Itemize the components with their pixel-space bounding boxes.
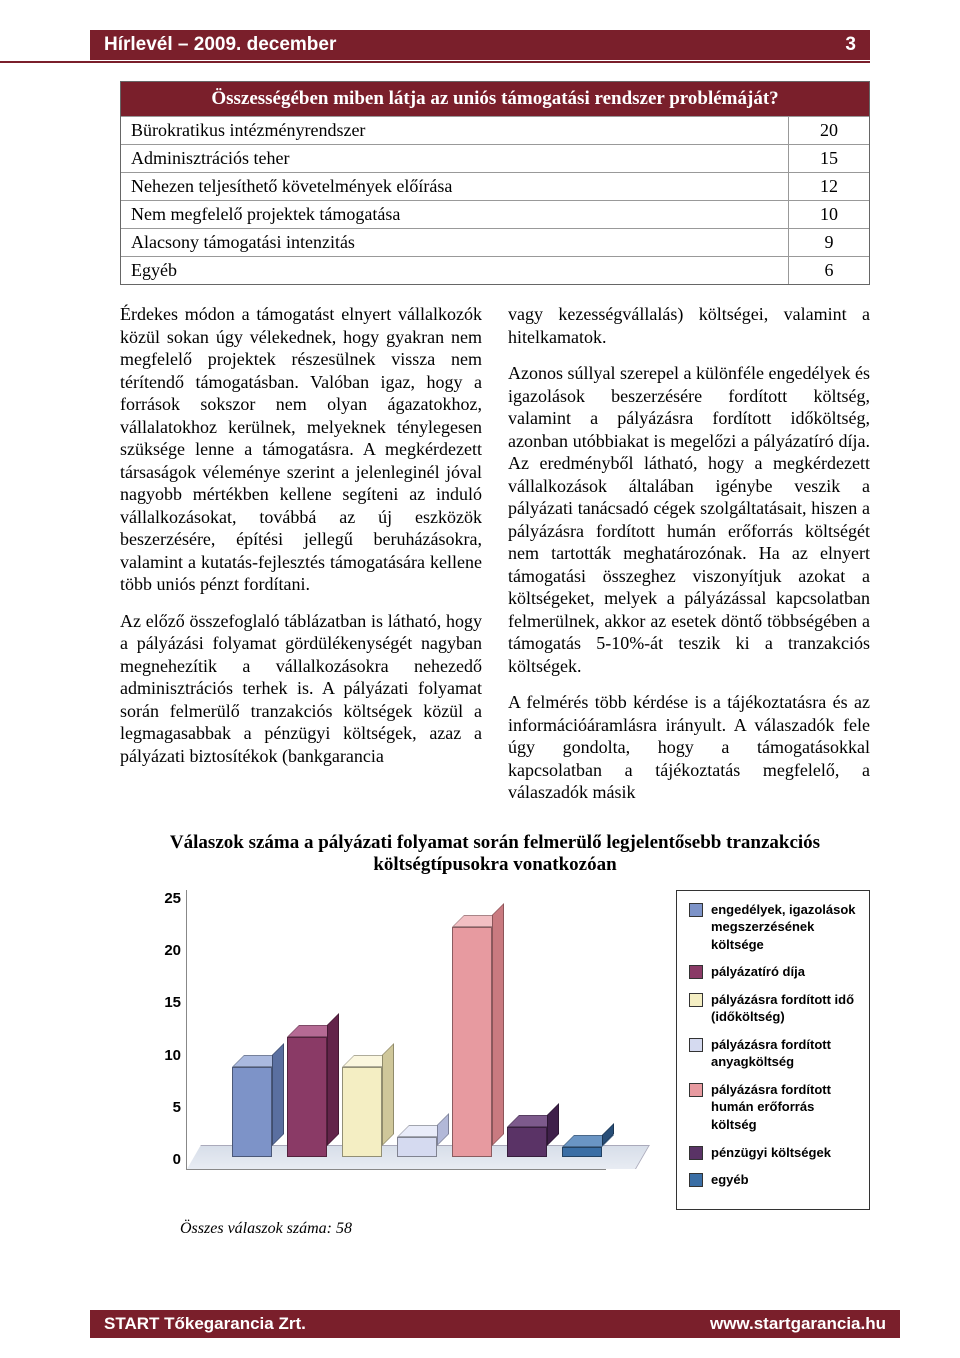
- table-cell-label: Alacsony támogatási intenzitás: [121, 229, 789, 256]
- y-axis: 25 20 15 10 5 0: [147, 890, 181, 1169]
- legend-label: pályázatíró díja: [711, 963, 805, 981]
- body-columns: Érdekes módon a támogatást elnyert válla…: [120, 303, 870, 818]
- y-tick: 10: [147, 1047, 181, 1064]
- y-tick: 20: [147, 942, 181, 959]
- chart-bar: [562, 1147, 602, 1157]
- chart-footnote: Összes válaszok száma: 58: [180, 1220, 870, 1238]
- chart-legend: engedélyek, igazolások megszerzésének kö…: [676, 890, 870, 1210]
- page-footer: START Tőkegarancia Zrt. www.startgaranci…: [90, 1310, 900, 1338]
- legend-label: engedélyek, igazolások megszerzésének kö…: [711, 901, 857, 954]
- legend-item: engedélyek, igazolások megszerzésének kö…: [689, 901, 857, 954]
- legend-item: pályázásra fordított humán erőforrás köl…: [689, 1081, 857, 1134]
- table-row: Nehezen teljesíthető követelmények előír…: [121, 172, 869, 200]
- page-number: 3: [845, 34, 856, 56]
- left-column: Érdekes módon a támogatást elnyert válla…: [120, 303, 482, 818]
- table-cell-value: 10: [789, 201, 869, 228]
- left-paragraph-2: Az előző összefoglaló táblázatban is lát…: [120, 610, 482, 768]
- right-paragraph-1: vagy kezességvállalás) költségei, valami…: [508, 303, 870, 348]
- legend-label: pályázásra fordított idő (időköltség): [711, 991, 857, 1026]
- table-cell-label: Nehezen teljesíthető követelmények előír…: [121, 173, 789, 200]
- legend-swatch: [689, 1083, 703, 1097]
- table-cell-value: 9: [789, 229, 869, 256]
- chart-title: Válaszok száma a pályázati folyamat sorá…: [120, 832, 870, 876]
- table-row: Nem megfelelő projektek támogatása10: [121, 200, 869, 228]
- footer-left: START Tőkegarancia Zrt.: [104, 1314, 306, 1334]
- table-cell-label: Adminisztrációs teher: [121, 145, 789, 172]
- table-cell-value: 12: [789, 173, 869, 200]
- legend-swatch: [689, 965, 703, 979]
- footer-right: www.startgarancia.hu: [710, 1314, 886, 1334]
- legend-swatch: [689, 1173, 703, 1187]
- legend-item: pályázatíró díja: [689, 963, 857, 981]
- y-tick: 0: [147, 1151, 181, 1168]
- table-cell-label: Egyéb: [121, 257, 789, 284]
- table-cell-value: 15: [789, 145, 869, 172]
- right-column: vagy kezességvállalás) költségei, valami…: [508, 303, 870, 818]
- y-tick: 25: [147, 890, 181, 907]
- legend-item: pályázásra fordított idő (időköltség): [689, 991, 857, 1026]
- legend-label: egyéb: [711, 1171, 749, 1189]
- chart-bar: [507, 1127, 547, 1157]
- right-paragraph-2: Azonos súllyal szerepel a különféle enge…: [508, 362, 870, 677]
- table-title: Összességében miben látja az uniós támog…: [121, 82, 869, 116]
- chart-bar: [232, 1067, 272, 1157]
- right-paragraph-3: A felmérés több kérdése is a tájékoztatá…: [508, 691, 870, 804]
- chart-bar: [397, 1137, 437, 1157]
- y-tick: 15: [147, 994, 181, 1011]
- legend-swatch: [689, 1146, 703, 1160]
- table-cell-value: 6: [789, 257, 869, 284]
- legend-item: egyéb: [689, 1171, 857, 1189]
- header-title: Hírlevél – 2009. december: [104, 34, 336, 56]
- header-underline: [0, 61, 870, 63]
- bar-chart: 2520151050: [186, 890, 606, 1170]
- table-cell-label: Nem megfelelő projektek támogatása: [121, 201, 789, 228]
- legend-swatch: [689, 903, 703, 917]
- table-row: Adminisztrációs teher15: [121, 144, 869, 172]
- page-header: Hírlevél – 2009. december 3: [90, 30, 870, 60]
- chart-bar: [342, 1067, 382, 1157]
- chart-bar: [452, 927, 492, 1157]
- table-cell-value: 20: [789, 117, 869, 144]
- summary-table: Összességében miben látja az uniós támog…: [120, 81, 870, 285]
- legend-label: pályázásra fordított anyagköltség: [711, 1036, 857, 1071]
- left-paragraph-1: Érdekes módon a támogatást elnyert válla…: [120, 303, 482, 596]
- chart-bar: [287, 1037, 327, 1157]
- legend-swatch: [689, 993, 703, 1007]
- legend-label: pénzügyi költségek: [711, 1144, 831, 1162]
- table-row: Alacsony támogatási intenzitás9: [121, 228, 869, 256]
- legend-item: pénzügyi költségek: [689, 1144, 857, 1162]
- table-cell-label: Bürokratikus intézményrendszer: [121, 117, 789, 144]
- table-row: Bürokratikus intézményrendszer20: [121, 116, 869, 144]
- legend-item: pályázásra fordított anyagköltség: [689, 1036, 857, 1071]
- table-row: Egyéb6: [121, 256, 869, 284]
- chart-container: 25 20 15 10 5 0 engedélyek, igazolások megsze…: [120, 890, 870, 1210]
- y-tick: 5: [147, 1099, 181, 1116]
- legend-swatch: [689, 1038, 703, 1052]
- legend-label: pályázásra fordított humán erőforrás köl…: [711, 1081, 857, 1134]
